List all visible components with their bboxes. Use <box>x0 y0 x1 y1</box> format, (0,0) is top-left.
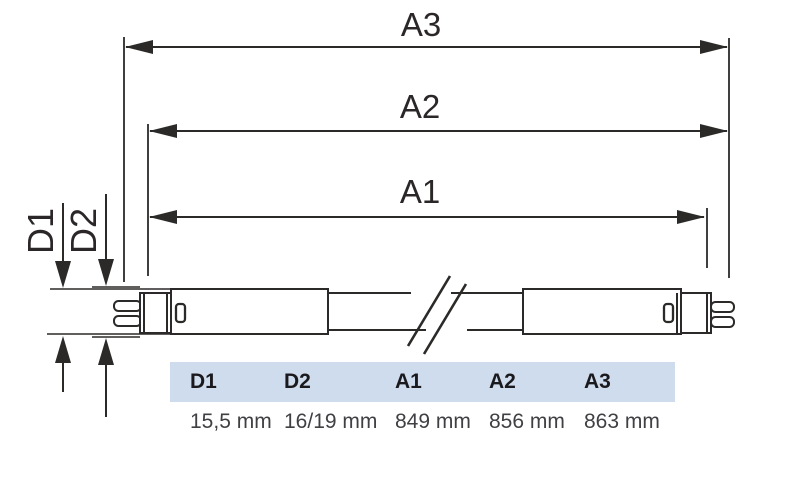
dimension-table-value-row: 15,5 mm 16/19 mm 849 mm 856 mm 863 mm <box>170 402 675 440</box>
dimension-table-header-row: D1 D2 A1 A2 A3 <box>170 362 675 402</box>
d2-arrowhead-up <box>98 338 114 365</box>
dimension-d1: D1 <box>20 203 71 392</box>
left-body-section <box>170 288 329 335</box>
table-header-a2: A2 <box>489 370 516 393</box>
dimension-d2: D2 <box>63 194 114 417</box>
a1-arrowhead-right <box>677 210 705 224</box>
break-line-1 <box>406 275 452 347</box>
table-header-a1: A1 <box>395 370 422 393</box>
label-a2: A2 <box>400 88 440 125</box>
right-pin-plate <box>706 292 712 334</box>
label-a3: A3 <box>401 6 441 43</box>
table-value-d2: 16/19 mm <box>284 410 378 433</box>
table-value-a1: 849 mm <box>395 410 471 433</box>
dimension-a1: A1 <box>149 173 708 268</box>
left-pin-top <box>113 300 142 312</box>
table-header-d2: D2 <box>284 370 311 393</box>
dimension-a2: A2 <box>147 88 728 276</box>
table-value-d1: 15,5 mm <box>190 410 272 433</box>
tube-break-symbol <box>406 275 468 355</box>
a2-arrowhead-left <box>149 124 177 138</box>
tube-middle <box>328 275 523 355</box>
label-d2: D2 <box>63 208 104 254</box>
a3-arrowhead-right <box>700 40 728 54</box>
a1-arrowhead-left <box>149 210 177 224</box>
right-slot-mark <box>662 302 675 324</box>
label-d1: D1 <box>20 208 61 254</box>
d1-arrowhead-down <box>55 261 71 288</box>
left-slot-mark <box>174 302 187 324</box>
label-a1: A1 <box>400 173 440 210</box>
right-pin-bottom <box>710 316 735 328</box>
left-pins <box>113 300 142 327</box>
lamp-drawing <box>113 275 735 355</box>
a3-arrowhead-left <box>125 40 153 54</box>
d1-arrowhead-up <box>55 336 71 363</box>
table-header-a3: A3 <box>584 370 611 393</box>
break-line-2 <box>422 283 468 355</box>
table-header-d1: D1 <box>190 370 217 393</box>
table-value-a3: 863 mm <box>584 410 660 433</box>
dimension-a3: A3 <box>123 6 730 282</box>
left-pin-bottom <box>113 315 142 327</box>
right-pins <box>710 301 735 328</box>
d2-arrowhead-down <box>98 259 114 286</box>
table-value-a2: 856 mm <box>489 410 565 433</box>
right-end-cap <box>680 292 708 334</box>
a2-arrowhead-right <box>700 124 728 138</box>
right-pin-top <box>710 301 735 313</box>
dimension-table: D1 D2 A1 A2 A3 15,5 mm 16/19 mm 849 mm 8… <box>170 362 675 440</box>
right-body-section <box>522 288 682 335</box>
